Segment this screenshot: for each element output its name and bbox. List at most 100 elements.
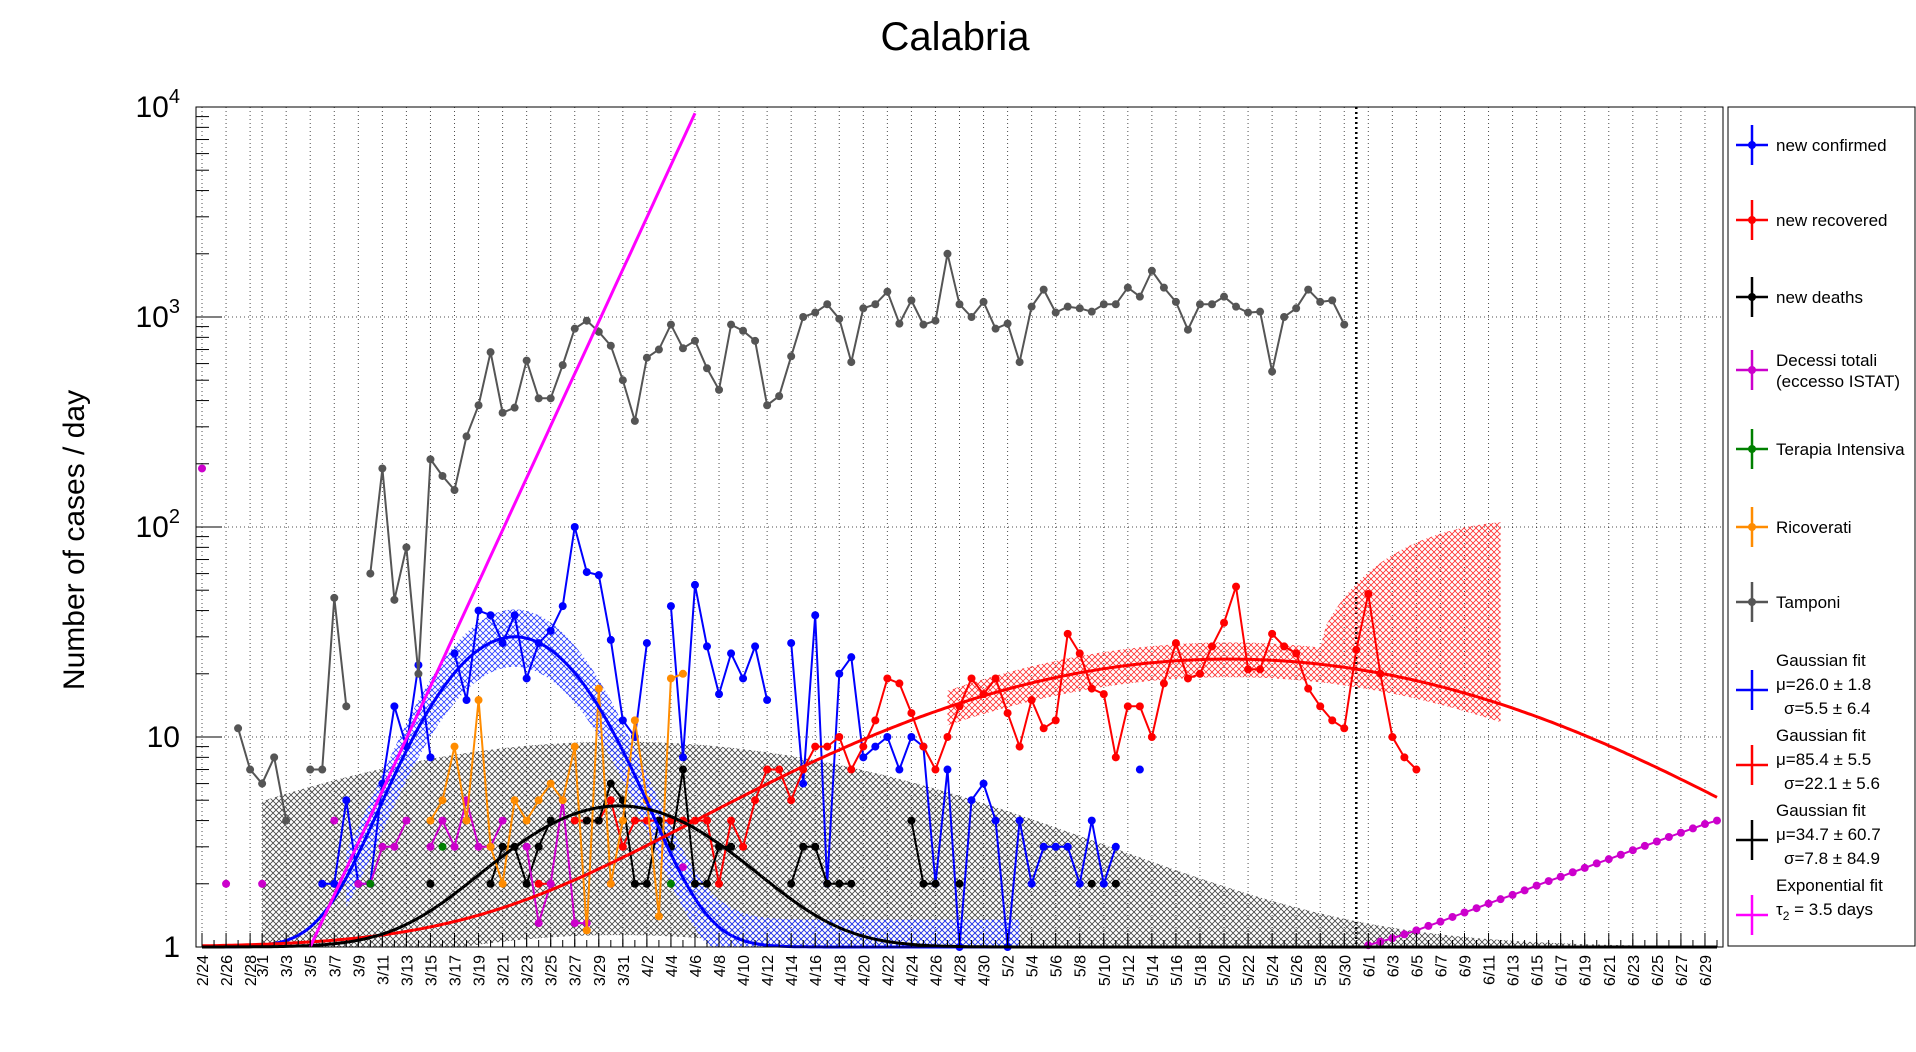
data-point-tamponi <box>1232 302 1241 311</box>
data-point-new-recovered <box>919 742 928 751</box>
data-point-new-confirmed <box>883 733 892 741</box>
data-point-new-confirmed <box>991 816 1000 825</box>
data-point-decessi-totali-eccesso-istat <box>438 816 447 825</box>
data-point-new-deaths <box>678 765 687 774</box>
data-point-decessi-totali-eccesso-istat <box>390 842 399 851</box>
legend-label: Ricoverati <box>1776 518 1852 537</box>
data-point-new-recovered <box>811 742 820 751</box>
data-point-new-recovered <box>727 816 736 825</box>
x-tick-label: 5/20 <box>1217 955 1234 986</box>
data-point-new-confirmed <box>318 879 327 888</box>
data-point-ricoverati <box>582 926 591 935</box>
legend: new confirmed new recovered new deaths Dece… <box>1727 106 1916 947</box>
data-point-tamponi <box>438 471 447 480</box>
data-point-new-recovered <box>1207 642 1216 651</box>
data-point-new-confirmed <box>690 580 699 589</box>
data-point-ricoverati <box>510 796 519 805</box>
legend-marker-dot <box>1748 141 1756 149</box>
y-axis-label: Number of cases / day <box>58 390 91 690</box>
data-point-new-deaths <box>426 879 435 888</box>
data-point-tamponi <box>943 249 952 258</box>
data-point-new-deaths <box>811 842 820 851</box>
data-point-decessi-totali-eccesso-istat <box>1424 921 1433 930</box>
data-point-new-confirmed <box>342 796 351 805</box>
data-point-tamponi <box>1292 304 1301 313</box>
data-point-decessi-totali-eccesso-istat <box>1472 904 1481 913</box>
x-tick-label: 5/22 <box>1241 955 1258 986</box>
x-tick-label: 3/5 <box>303 955 320 977</box>
x-tick-label: 3/29 <box>592 955 609 986</box>
data-point-new-recovered <box>1171 639 1180 648</box>
data-point-new-confirmed <box>763 696 772 705</box>
data-point-new-confirmed <box>558 602 567 611</box>
x-tick-label: 3/19 <box>472 955 489 986</box>
data-point-new-recovered <box>739 842 748 851</box>
data-point-tamponi <box>1183 325 1192 334</box>
data-point-decessi-totali-eccesso-istat <box>330 816 339 825</box>
x-tick-label: 6/13 <box>1506 955 1523 986</box>
data-point-decessi-totali-eccesso-istat <box>1412 926 1421 935</box>
data-point-new-confirmed <box>1087 816 1096 825</box>
data-point-decessi-totali-eccesso-istat <box>1508 890 1517 899</box>
x-tick-label: 6/5 <box>1409 955 1426 977</box>
x-tick-label: 3/11 <box>375 955 392 985</box>
data-point-new-recovered <box>1111 753 1120 762</box>
data-point-decessi-totali-eccesso-istat <box>1604 855 1613 864</box>
data-point-new-confirmed <box>1051 842 1060 851</box>
data-point-new-confirmed <box>811 611 820 620</box>
data-point-tamponi <box>306 765 315 774</box>
data-point-tamponi <box>1039 285 1048 294</box>
legend-label: Decessi totali <box>1776 351 1877 370</box>
data-point-new-deaths <box>522 879 531 888</box>
data-point-new-recovered <box>1280 642 1289 651</box>
data-point-new-confirmed <box>739 674 748 683</box>
x-tick-label: 3/9 <box>351 955 368 977</box>
data-point-tamponi <box>823 300 832 309</box>
axis-layer: 2/24 2/26 2/283/1 3/3 3/5 3/7 3/9 3/11 3/13 3/15 3… <box>136 86 1718 986</box>
data-point-new-confirmed <box>498 639 507 648</box>
x-tick-label: 4/26 <box>928 955 945 986</box>
data-point-tamponi <box>895 319 904 328</box>
data-point-tamponi <box>1171 297 1180 306</box>
data-point-decessi-totali-eccesso-istat <box>1652 837 1661 846</box>
data-point-new-confirmed <box>606 635 615 644</box>
data-point-new-confirmed <box>943 765 952 774</box>
series-line-new-confirmed <box>790 615 1117 948</box>
data-point-new-recovered <box>534 879 543 888</box>
data-point-new-recovered <box>1075 649 1084 658</box>
data-point-tamponi <box>1015 358 1024 367</box>
data-point-ricoverati <box>498 879 507 888</box>
data-point-tamponi <box>799 313 808 321</box>
x-tick-label: 4/2 <box>640 955 657 977</box>
data-point-tamponi <box>594 327 603 336</box>
data-point-new-recovered <box>775 765 784 774</box>
data-point-decessi-totali-eccesso-istat <box>378 842 387 851</box>
data-point-decessi-totali-eccesso-istat <box>570 919 579 928</box>
data-point-decessi-totali-eccesso-istat <box>1580 863 1589 872</box>
data-point-new-confirmed <box>751 642 760 651</box>
data-point-tamponi <box>919 320 928 329</box>
data-point-tamponi <box>1027 302 1036 311</box>
data-point-decessi-totali-eccesso-istat <box>546 879 555 888</box>
data-point-new-recovered <box>1268 629 1277 638</box>
data-point-new-confirmed <box>847 653 856 662</box>
exponential-fit-curve <box>308 112 697 948</box>
x-tick-label: 3/3 <box>279 955 296 977</box>
data-point-tamponi <box>1135 292 1144 301</box>
data-point-tamponi <box>474 401 483 410</box>
data-point-tamponi <box>1147 266 1156 275</box>
data-point-new-recovered <box>1123 702 1132 711</box>
y-tick-label: 104 <box>136 86 181 124</box>
data-point-tamponi <box>955 300 964 309</box>
data-point-new-recovered <box>787 796 796 805</box>
data-point-tamponi <box>390 595 399 604</box>
data-point-ricoverati <box>546 779 555 788</box>
data-point-new-recovered <box>1147 733 1156 741</box>
legend-fit-param: μ=34.7 ± 60.7 <box>1776 825 1881 844</box>
data-point-new-recovered <box>1159 679 1168 688</box>
data-point-new-confirmed <box>859 753 868 762</box>
data-point-tamponi <box>342 702 351 711</box>
data-point-decessi-totali-eccesso-istat <box>1460 908 1469 917</box>
data-point-new-confirmed <box>715 690 724 699</box>
data-point-ricoverati <box>450 742 459 751</box>
